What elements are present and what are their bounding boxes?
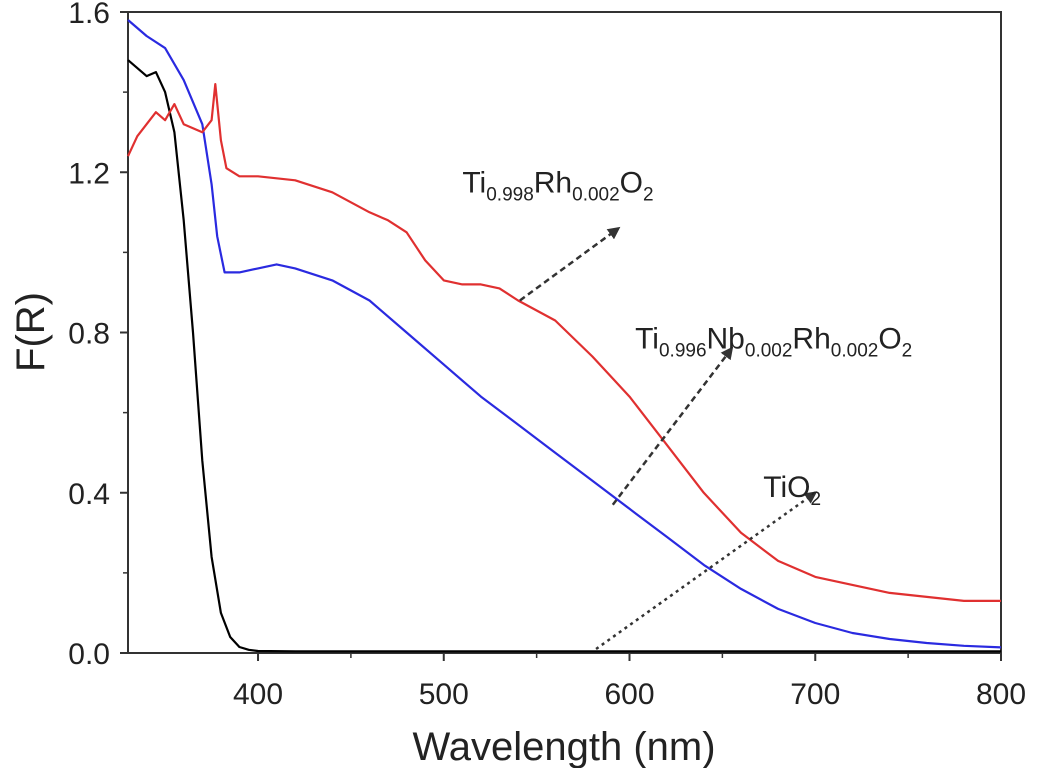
annotation-subscript: 2: [902, 341, 913, 362]
annotation-arrow-rh: [519, 226, 621, 302]
series-line-nb_rh: [127, 19, 1002, 649]
y-tick-label: 1.6: [68, 0, 110, 30]
annotation-subscript: 0.002: [831, 341, 879, 362]
y-tick-label: 0.4: [68, 478, 110, 511]
plot-frame: [127, 11, 1002, 654]
annotation-text: Rh: [792, 323, 830, 356]
series-line-rh: [127, 82, 1001, 603]
x-tick-label: 400: [233, 678, 283, 711]
x-tick-label: 500: [419, 678, 469, 711]
annotation-text: Ti: [635, 323, 659, 356]
annotation-subscript: 0.002: [745, 341, 793, 362]
annotation-text: O: [878, 323, 901, 356]
x-axis-title: Wavelength (nm): [412, 725, 715, 768]
annotation-text: Ti: [462, 166, 486, 199]
y-tick-label: 1.2: [68, 157, 110, 190]
annotation-arrow-nb_rh: [611, 346, 734, 506]
annotation-text: Rh: [534, 166, 572, 199]
annotation-subscript: 2: [643, 184, 654, 205]
annotation-subscript: 0.996: [659, 341, 707, 362]
y-axis-title: F(R): [9, 292, 53, 372]
annotation-label-rh: Ti0.998Rh0.002O2: [462, 166, 653, 205]
annotation-subscript: 2: [810, 489, 821, 510]
annotation-text: O: [620, 166, 643, 199]
annotation-label-tio2: TiO2: [763, 471, 821, 510]
y-tick-label: 0.8: [68, 318, 110, 351]
x-tick-label: 600: [604, 678, 654, 711]
annotation-subscript: 0.002: [572, 184, 620, 205]
x-tick-label: 700: [790, 678, 840, 711]
x-tick-label: 800: [976, 678, 1026, 711]
annotation-arrow-tio2: [595, 491, 818, 651]
annotation-text: Nb: [707, 323, 745, 356]
annotation-text: TiO: [763, 471, 810, 504]
annotations-layer: Ti0.998Rh0.002O2Ti0.996Nb0.002Rh0.002O2T…: [462, 166, 912, 651]
series-line-tio2: [127, 59, 1001, 653]
series-layer: [127, 19, 1002, 653]
annotation-label-nb_rh: Ti0.996Nb0.002Rh0.002O2: [635, 323, 912, 362]
ticks-layer: 400 500 600 700 800 0.0 0.4 0.8 1.2 1.6: [68, 0, 1026, 711]
y-tick-label: 0.0: [68, 638, 110, 671]
annotation-subscript: 0.998: [486, 184, 534, 205]
